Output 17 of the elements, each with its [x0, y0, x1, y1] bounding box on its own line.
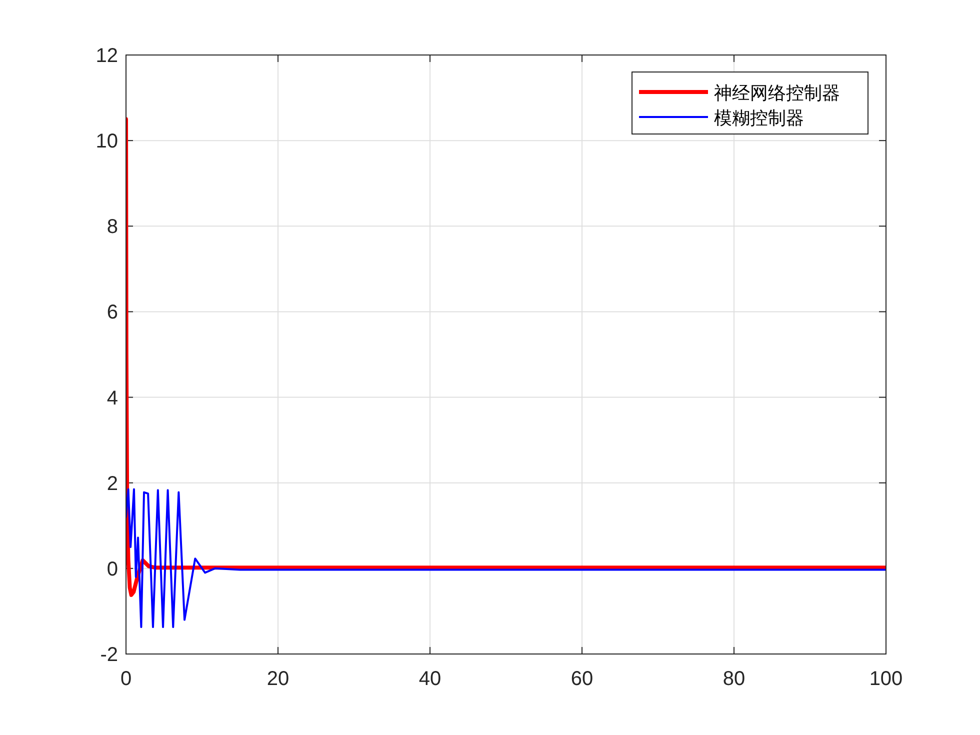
y-tick-label: 0 [106, 558, 118, 580]
x-tick-label: 100 [869, 668, 903, 690]
x-tick-label: 80 [722, 668, 746, 690]
y-tick-label: 12 [96, 45, 118, 67]
y-tick-label: 8 [106, 216, 118, 238]
y-tick-label: -2 [100, 644, 118, 666]
x-tick-label: 40 [418, 668, 442, 690]
y-tick-label: 6 [106, 302, 118, 324]
y-tick-label: 4 [106, 387, 118, 410]
x-tick-label: 20 [266, 668, 290, 690]
y-tick-label: 10 [96, 130, 118, 153]
legend-label: 神经网络控制器 [714, 83, 840, 104]
line-series [126, 488, 886, 628]
legend-label: 模糊控制器 [714, 108, 804, 129]
x-tick-label: 0 [120, 668, 132, 690]
y-tick-label: 2 [106, 472, 118, 495]
x-tick-label: 60 [570, 668, 594, 690]
